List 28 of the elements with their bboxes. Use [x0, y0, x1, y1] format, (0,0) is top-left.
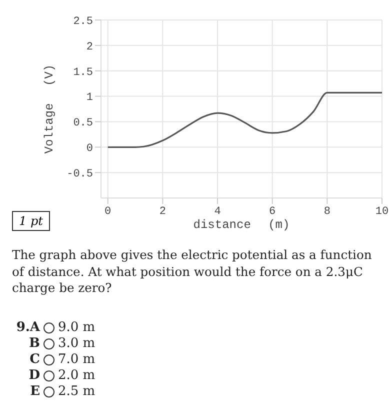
text: The graph above gives the electric potential as a function of distance. At what position would the force on a 2.3μC charge be zero?	[12, 247, 373, 296]
text: 2.0 m	[58, 368, 96, 384]
text: 3.0 m	[58, 336, 96, 352]
text: C	[28, 352, 40, 368]
x-tick-label: 6	[269, 206, 276, 218]
text: 9.A	[15, 320, 40, 336]
y-tick-label: 2.5	[73, 16, 93, 28]
line-series	[107, 92, 382, 148]
y-tick-label: 0.5	[73, 118, 93, 130]
y-tick-label: -0.5	[66, 168, 93, 180]
y-tick-label: 0	[86, 143, 93, 156]
text: B	[28, 336, 40, 352]
text: 9.0 m	[58, 320, 96, 336]
text: 1 pt	[12, 211, 50, 231]
text: 2.5 m	[58, 384, 96, 400]
x-tick-label: 10	[375, 206, 389, 218]
text: 7.0 m	[58, 352, 96, 368]
text: E	[29, 384, 40, 400]
y-tick-label: 1.5	[73, 66, 93, 79]
text: D	[28, 368, 40, 384]
y-tick-label: 2	[86, 41, 93, 54]
x-axis-title: distance (m)	[193, 218, 290, 232]
x-tick-label: 8	[324, 206, 330, 218]
y-tick-label: 1	[86, 92, 94, 104]
x-tick-label: 0	[104, 206, 112, 218]
x-tick-label: 2	[159, 206, 166, 218]
x-tick-label: 4	[214, 206, 222, 218]
y-axis-title: Voltage (V)	[42, 64, 56, 154]
